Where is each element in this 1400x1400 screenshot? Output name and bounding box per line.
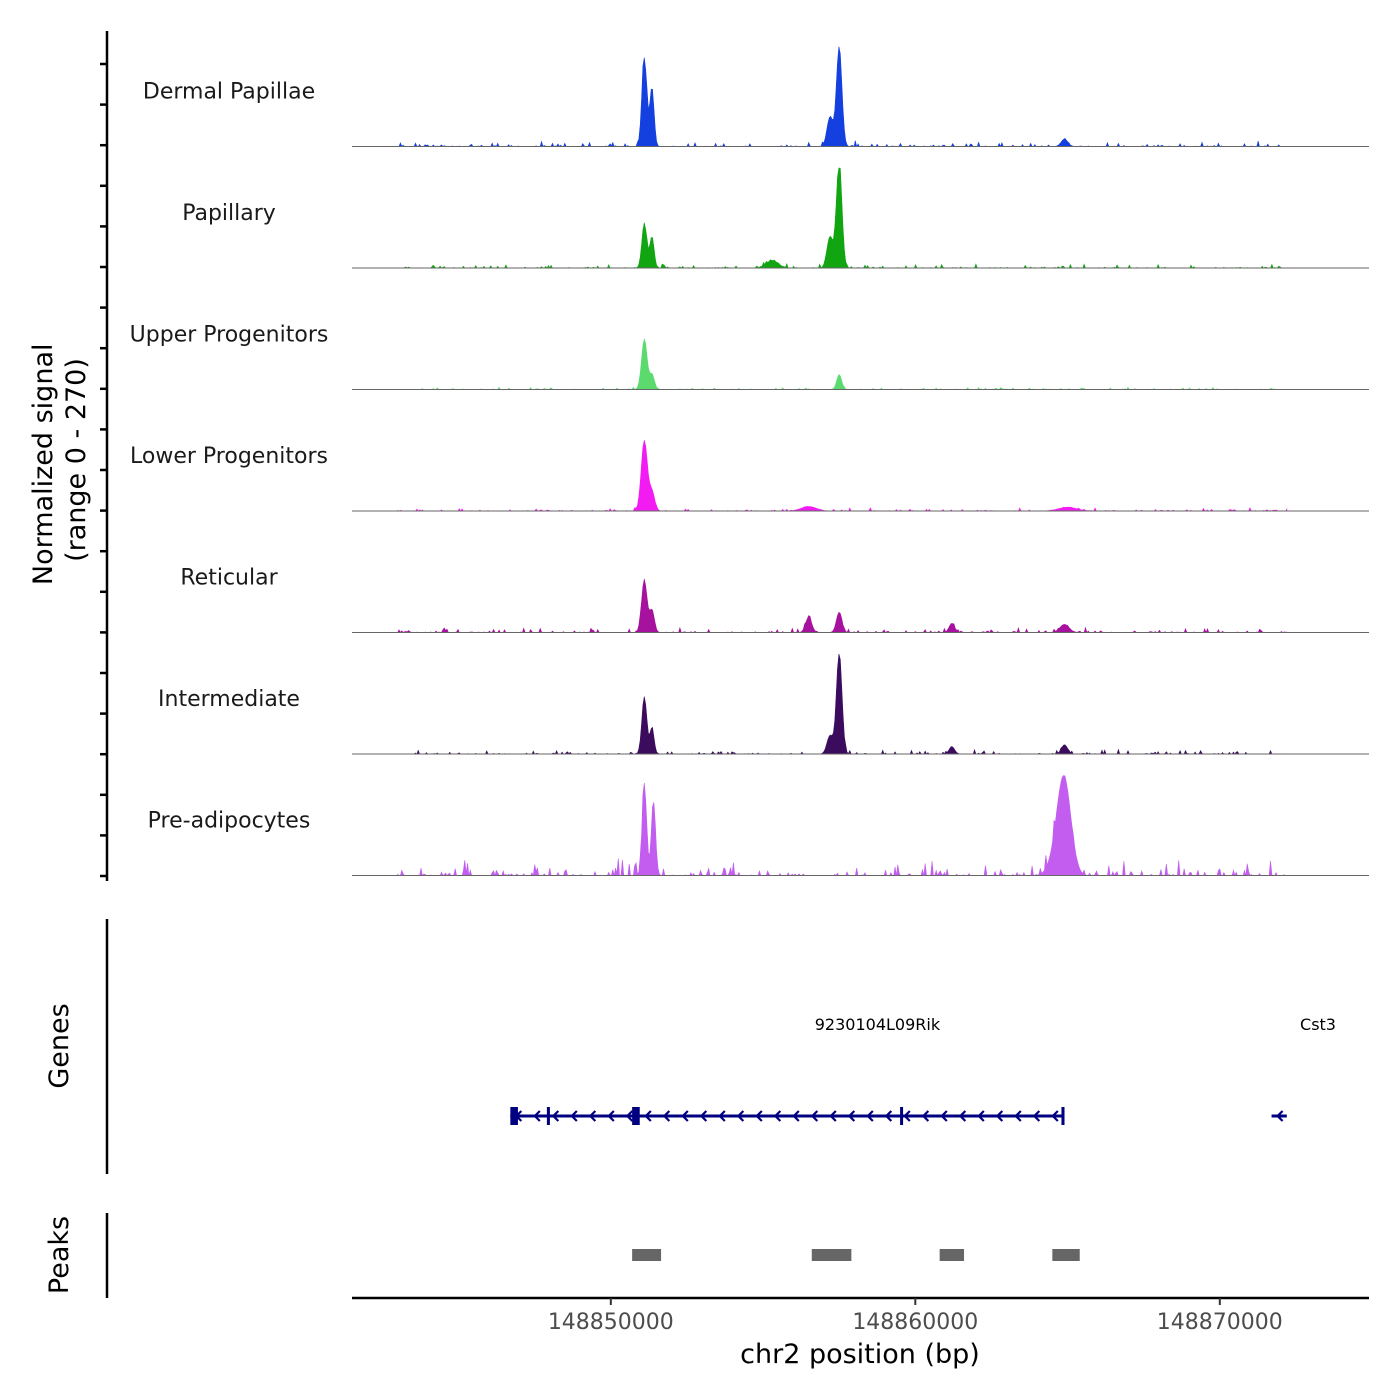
strand-arrow	[903, 1110, 911, 1122]
y-axis-title-line-1: Normalized signal	[28, 344, 59, 586]
y-axis-title-line-2: (range 0 - 270)	[61, 358, 92, 562]
strand-arrow	[884, 1110, 893, 1122]
strand-arrow	[607, 1110, 615, 1122]
strand-arrow	[699, 1110, 708, 1122]
gene-label-cst3: Cst3	[1300, 1015, 1336, 1034]
gene-cst3: Cst3	[1271, 1015, 1336, 1122]
strand-arrow	[1032, 1110, 1041, 1122]
track-lower-progenitors: Lower Progenitors	[130, 440, 1369, 512]
signal-area-papillary	[397, 167, 1287, 269]
strand-arrow	[1051, 1110, 1059, 1122]
peaks-track	[632, 1249, 1080, 1261]
track-label-pre-adipocytes: Pre-adipocytes	[148, 809, 311, 834]
gene-exon	[1061, 1107, 1065, 1125]
track-dermal-papillae: Dermal Papillae	[143, 46, 1369, 148]
track-papillary: Papillary	[182, 167, 1369, 269]
strand-arrow	[866, 1110, 874, 1122]
coverage-tracks: Dermal Papillae Papillary Upper Progenitor…	[130, 46, 1369, 877]
strand-arrow	[662, 1110, 671, 1122]
gene-exon	[900, 1107, 904, 1125]
track-label-intermediate: Intermediate	[158, 687, 300, 712]
strand-arrow	[773, 1110, 782, 1122]
track-label-reticular: Reticular	[180, 566, 278, 591]
peak-region	[632, 1249, 662, 1261]
track-label-dermal-papillae: Dermal Papillae	[143, 80, 315, 105]
track-label-lower-progenitors: Lower Progenitors	[130, 444, 328, 469]
track-intermediate: Intermediate	[158, 653, 1369, 755]
strand-arrow	[533, 1110, 541, 1122]
coverage-y-axis-ticks	[100, 62, 107, 878]
track-reticular: Reticular	[180, 566, 1369, 634]
gene-label-9230104l09rik: 9230104L09Rik	[815, 1015, 941, 1034]
signal-area-reticular	[397, 578, 1288, 634]
track-upper-progenitors: Upper Progenitors	[130, 323, 1369, 390]
signal-area-upper-progenitors	[397, 338, 1287, 390]
signal-area-intermediate	[397, 653, 1287, 755]
strand-arrow	[551, 1110, 560, 1122]
strand-arrow	[829, 1110, 837, 1122]
strand-arrow	[736, 1110, 745, 1122]
genes-track-label: Genes	[44, 1003, 75, 1088]
peak-region	[811, 1249, 852, 1261]
y-axis-title: Normalized signal (range 0 - 270)	[28, 335, 92, 585]
peak-region	[1052, 1249, 1080, 1261]
track-pre-adipocytes: Pre-adipocytes	[148, 775, 1369, 877]
signal-area-dermal-papillae	[397, 46, 1287, 148]
strand-arrow	[1014, 1110, 1022, 1122]
signal-area-pre-adipocytes	[397, 775, 1287, 877]
strand-arrow	[940, 1110, 948, 1122]
strand-arrow	[921, 1110, 930, 1122]
strand-arrow	[977, 1110, 985, 1122]
strand-arrow	[792, 1110, 800, 1122]
strand-arrow	[588, 1110, 597, 1122]
track-label-papillary: Papillary	[182, 201, 276, 226]
x-tick-label: 148860000	[852, 1310, 978, 1335]
strand-arrow	[681, 1110, 689, 1122]
peak-region	[939, 1249, 965, 1261]
strand-arrow	[570, 1110, 578, 1122]
x-axis-ticks: 148850000 148860000 148870000	[548, 1298, 1283, 1335]
strand-arrow	[847, 1110, 856, 1122]
x-axis-title: chr2 position (bp)	[740, 1339, 980, 1370]
gene-9230104l09rik: 9230104L09Rik	[510, 1015, 1065, 1125]
gene-exon	[510, 1107, 518, 1125]
gene-exon	[632, 1107, 640, 1125]
peaks-track-label: Peaks	[44, 1216, 75, 1294]
strand-arrow	[995, 1110, 1004, 1122]
genes-track: 9230104L09Rik Cst3	[510, 1015, 1336, 1125]
strand-arrow	[958, 1110, 967, 1122]
x-tick-label: 148850000	[548, 1310, 674, 1335]
strand-arrow	[810, 1110, 819, 1122]
strand-arrow	[718, 1110, 726, 1122]
signal-area-lower-progenitors	[397, 440, 1288, 512]
gene-exon	[546, 1107, 550, 1125]
strand-arrow	[755, 1110, 763, 1122]
strand-arrow	[625, 1110, 634, 1122]
track-label-upper-progenitors: Upper Progenitors	[130, 323, 329, 348]
strand-arrow	[644, 1110, 652, 1122]
strand-arrow	[1276, 1110, 1284, 1122]
x-tick-label: 148870000	[1157, 1310, 1283, 1335]
